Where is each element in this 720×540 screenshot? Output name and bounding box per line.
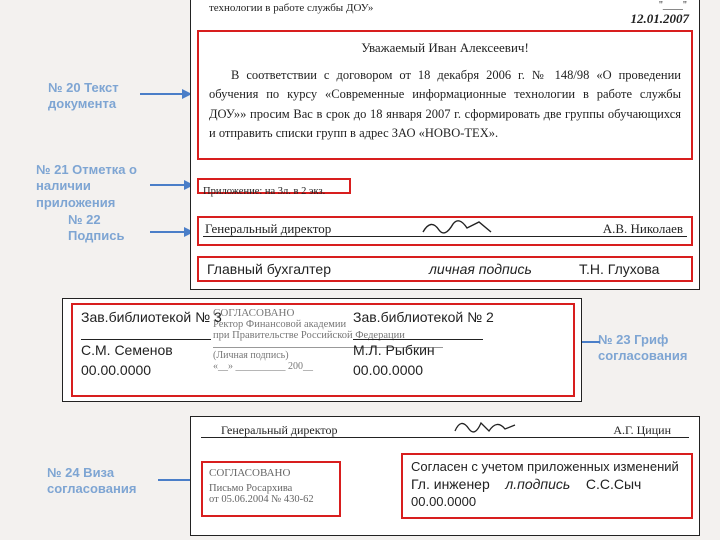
redbox-body: Уважаемый Иван Алексеевич! В соответстви… <box>197 30 693 160</box>
grif-right-name: М.Л. Рыбкин <box>353 342 573 358</box>
visa-l1: Согласен с учетом приложенных изменений <box>411 459 683 474</box>
salutation: Уважаемый Иван Алексеевич! <box>199 40 691 56</box>
gen-dir-pos: Генеральный директор <box>205 221 331 237</box>
grif-left-title: Зав.библиотекой № 3 <box>81 309 311 325</box>
accountant-pos: Главный бухгалтер <box>207 261 331 277</box>
visa-l2b: л.подпись <box>505 476 570 492</box>
panel-mid: СОГЛАСОВАНО Ректор Финансовой академии п… <box>62 298 582 402</box>
label-n20: № 20 Текст документа <box>48 80 148 113</box>
date-value: 12.01.2007 <box>631 11 690 27</box>
grif-left-name: С.М. Семенов <box>81 342 311 358</box>
redbox-visa: Согласен с учетом приложенных изменений … <box>401 453 693 519</box>
redbox-signature: Генеральный директор А.В. Николаев <box>197 216 693 246</box>
signature-icon <box>419 214 499 240</box>
redbox-attachment: Приложение: на 3л. в 2 экз. <box>197 178 351 194</box>
grif-left: Зав.библиотекой № 3 С.М. Семенов 00.00.0… <box>81 309 311 378</box>
visa-l2c: С.С.Сыч <box>586 476 641 492</box>
gen-dir-name: А.В. Николаев <box>603 221 683 237</box>
grif-right: Зав.библиотекой № 2 М.Л. Рыбкин 00.00.00… <box>353 309 573 378</box>
visa-stamp-l2: от 05.06.2004 № 430-62 <box>209 494 333 505</box>
bottom-pos: Генеральный директор <box>221 423 338 438</box>
grif-right-title: Зав.библиотекой № 2 <box>353 309 573 325</box>
tail-text: технологии в работе службы ДОУ» <box>209 2 373 14</box>
label-n23: № 23 Гриф согласования <box>598 332 708 365</box>
visa-l3: 00.00.0000 <box>411 494 683 509</box>
panel-bottom: Генеральный директор А.Г. Цицин СОГЛАСОВ… <box>190 416 700 536</box>
signature-icon-2 <box>451 415 521 439</box>
label-n21: № 21 Отметка о наличии приложения <box>36 162 146 211</box>
label-n22: № 22 Подпись <box>68 212 148 245</box>
redbox-visa-stamp: СОГЛАСОВАНО Письмо Росархива от 05.06.20… <box>201 461 341 517</box>
grif-left-date: 00.00.0000 <box>81 362 311 378</box>
grif-right-date: 00.00.0000 <box>353 362 573 378</box>
date-quote: "____" <box>659 0 687 11</box>
attachment-text: Приложение: на 3л. в 2 экз. <box>203 186 325 197</box>
visa-l2a: Гл. инженер <box>411 476 490 492</box>
body-text: В соответствии с договором от 18 декабря… <box>209 66 681 144</box>
bottom-name: А.Г. Цицин <box>613 423 671 438</box>
visa-stamp-l1: Письмо Росархива <box>209 483 333 494</box>
redbox-accountant: Главный бухгалтер личная подпись Т.Н. Гл… <box>197 256 693 282</box>
redbox-grif: Зав.библиотекой № 3 С.М. Семенов 00.00.0… <box>71 303 575 397</box>
panel-top: технологии в работе службы ДОУ» "____" 1… <box>190 0 700 290</box>
accountant-sig: личная подпись <box>429 261 532 277</box>
label-n24: № 24 Виза согласования <box>47 465 157 498</box>
visa-stamp-title: СОГЛАСОВАНО <box>209 467 333 479</box>
accountant-name: Т.Н. Глухова <box>579 261 659 277</box>
visa-l2: Гл. инженер л.подпись С.С.Сыч <box>411 476 683 492</box>
